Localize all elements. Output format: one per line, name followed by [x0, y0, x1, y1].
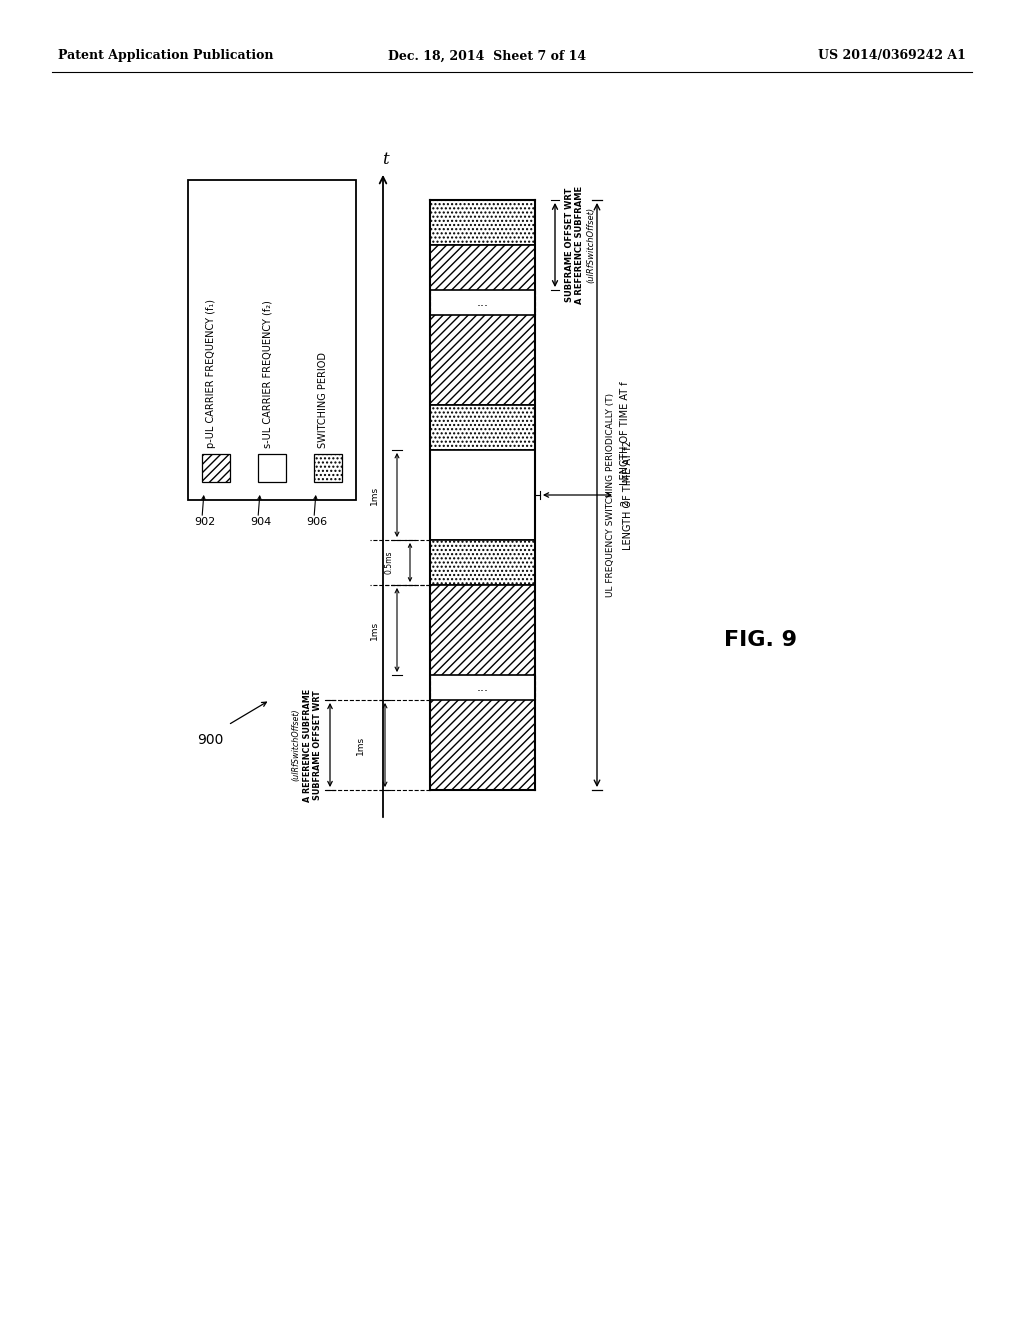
Text: 1ms: 1ms: [356, 735, 365, 755]
Text: ...: ...: [476, 681, 488, 694]
Bar: [430, 201, 535, 246]
Text: ...: ...: [476, 296, 488, 309]
Bar: [430, 246, 535, 290]
Text: Dec. 18, 2014  Sheet 7 of 14: Dec. 18, 2014 Sheet 7 of 14: [388, 49, 586, 62]
Text: SUBFRAME OFFSET WRT: SUBFRAME OFFSET WRT: [313, 690, 323, 800]
Bar: [314, 454, 342, 482]
Text: US 2014/0369242 A1: US 2014/0369242 A1: [818, 49, 966, 62]
Text: A REFERENCE SUBFRAME: A REFERENCE SUBFRAME: [302, 689, 311, 801]
Bar: [430, 315, 535, 405]
Text: 2: 2: [620, 500, 630, 507]
Text: (ulRfSwitchOffset): (ulRfSwitchOffset): [292, 709, 300, 781]
Text: 0.5ms: 0.5ms: [384, 550, 393, 574]
Bar: [430, 405, 535, 450]
Text: 1ms: 1ms: [370, 620, 379, 640]
Bar: [258, 454, 286, 482]
Text: A REFERENCE SUBFRAME: A REFERENCE SUBFRAME: [575, 186, 585, 304]
Text: LENGTH OF TIME AT f2: LENGTH OF TIME AT f2: [623, 440, 633, 550]
Bar: [202, 454, 230, 482]
Text: LENGTH OF TIME AT f: LENGTH OF TIME AT f: [620, 381, 630, 484]
Bar: [430, 450, 535, 540]
Text: SUBFRAME OFFSET WRT: SUBFRAME OFFSET WRT: [564, 187, 573, 302]
Bar: [188, 180, 356, 500]
Text: 1ms: 1ms: [370, 486, 379, 504]
Text: t: t: [382, 150, 388, 168]
Text: 902: 902: [194, 517, 215, 527]
Text: (ulRfSwitchOffset): (ulRfSwitchOffset): [587, 207, 596, 282]
Text: Patent Application Publication: Patent Application Publication: [58, 49, 273, 62]
Text: s-UL CARRIER FREQUENCY (f₂): s-UL CARRIER FREQUENCY (f₂): [262, 300, 272, 447]
Text: 900: 900: [197, 733, 223, 747]
Bar: [430, 540, 535, 585]
Text: SWITCHING PERIOD: SWITCHING PERIOD: [318, 352, 328, 447]
Bar: [430, 585, 535, 675]
Bar: [430, 700, 535, 789]
Text: UL FREQUENCY SWITCHING PERIODICALLY (T): UL FREQUENCY SWITCHING PERIODICALLY (T): [606, 393, 615, 597]
Text: 906: 906: [306, 517, 327, 527]
Text: p-UL CARRIER FREQUENCY (f₁): p-UL CARRIER FREQUENCY (f₁): [206, 300, 216, 447]
Text: FIG. 9: FIG. 9: [724, 630, 797, 649]
Text: 904: 904: [250, 517, 271, 527]
